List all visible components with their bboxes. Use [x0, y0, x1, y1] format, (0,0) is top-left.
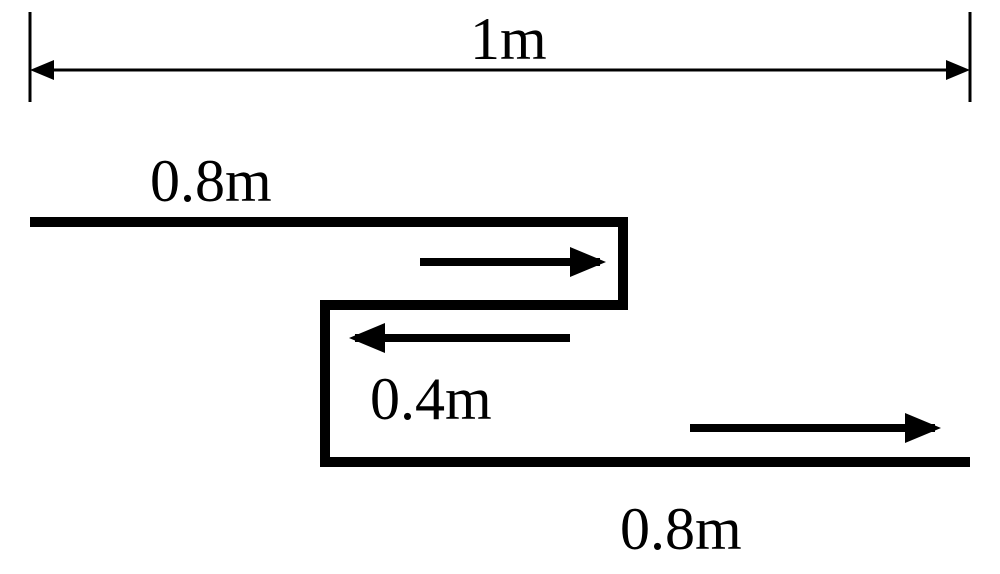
label-middle-segment: 0.4m — [370, 365, 492, 434]
diagram-svg — [0, 0, 1000, 574]
label-upper-segment: 0.8m — [150, 147, 272, 216]
label-lower-segment: 0.8m — [620, 495, 742, 564]
label-top-total: 1m — [470, 5, 547, 74]
